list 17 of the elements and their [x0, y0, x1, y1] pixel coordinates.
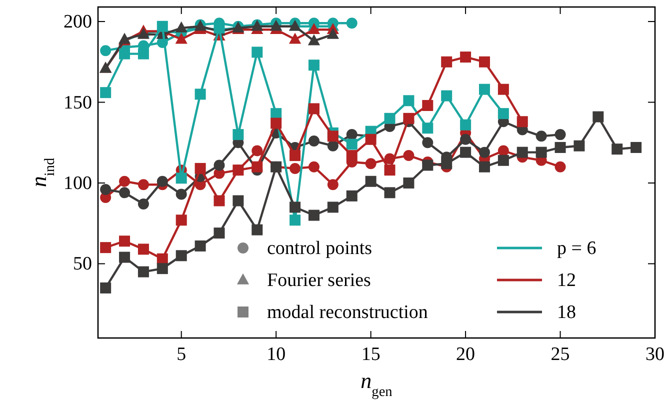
x-axis-title: n$_{gen}$	[360, 368, 392, 400]
x-tick-label: 25	[550, 344, 570, 365]
x-tick-label: 30	[646, 344, 664, 365]
y-tick-label: 100	[64, 172, 92, 194]
legend-label: 12	[557, 270, 576, 291]
y-tick-label: 200	[64, 12, 92, 33]
x-tick-label: 20	[456, 344, 476, 365]
annotation: control points	[267, 238, 372, 259]
legend-label: p = 6	[557, 238, 596, 259]
y-tick-label: 50	[73, 254, 92, 275]
annotation: Fourier series	[267, 270, 371, 291]
x-tick-label: 15	[361, 344, 380, 365]
y-tick-label: 150	[64, 92, 92, 114]
x-tick-label: 10	[266, 344, 286, 365]
x-tick-label: 5	[176, 344, 186, 365]
annotation: modal reconstruction	[267, 302, 428, 323]
legend-label: 18	[557, 302, 576, 323]
